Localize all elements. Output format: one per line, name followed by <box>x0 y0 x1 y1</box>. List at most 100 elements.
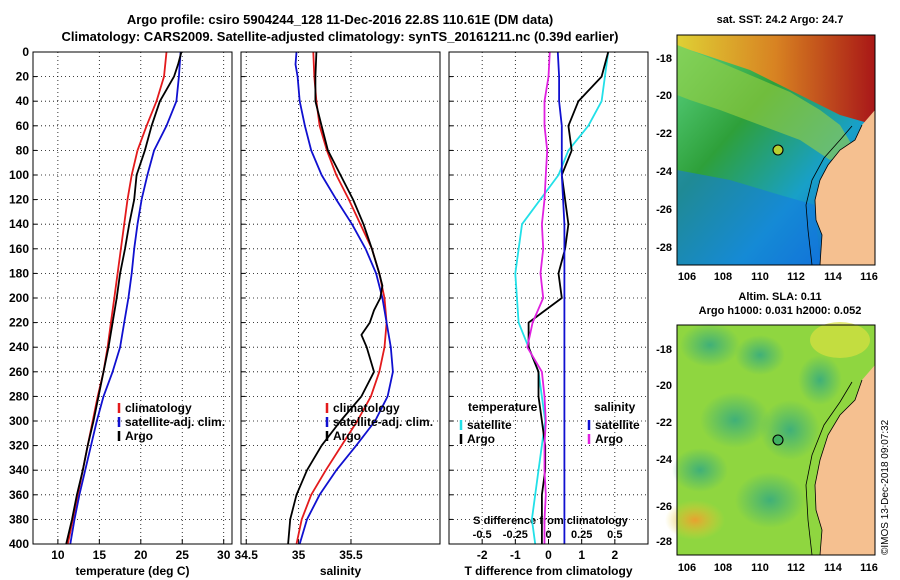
legend-title-salinity: salinity <box>594 400 636 414</box>
y-tick-label: 100 <box>9 168 29 182</box>
y-tick-label: 0 <box>22 45 29 59</box>
y-tick-label: 40 <box>16 94 30 108</box>
x-axis-label: T difference from climatology <box>464 564 632 578</box>
sst-xtick-label: 106 <box>678 271 696 283</box>
legend-label: Argo <box>125 429 153 443</box>
sst-ytick-label: -24 <box>656 166 673 178</box>
y-tick-label: 80 <box>16 143 30 157</box>
y-tick-label: 220 <box>9 316 29 330</box>
sst-ytick-label: -22 <box>656 128 672 140</box>
sst-map-frame <box>676 34 876 266</box>
series-line-blue <box>556 51 566 544</box>
land-mass <box>815 110 875 265</box>
x-tick-label: 0 <box>545 548 552 562</box>
sla-map-title-line2: Argo h1000: 0.031 h2000: 0.052 <box>698 305 862 317</box>
series-line-blue <box>69 51 182 545</box>
plot-frame <box>240 51 441 545</box>
legend-label: climatology <box>125 401 192 415</box>
y-tick-label: 60 <box>16 119 30 133</box>
y-tick-label: 240 <box>9 340 29 354</box>
y-tick-label: 180 <box>9 266 29 280</box>
plot-frame <box>32 51 233 545</box>
sla-map-frame <box>665 322 876 556</box>
y-tick-label: 340 <box>9 463 29 477</box>
x-tick-label: 35.5 <box>339 548 363 562</box>
imos-timestamp: ©IMOS 13-Dec-2018 09:07:32 <box>880 419 891 555</box>
x-axis-label: temperature (deg C) <box>75 564 189 578</box>
x-tick-label: 20 <box>134 548 148 562</box>
y-tick-label: 200 <box>9 291 29 305</box>
legend-label: satellite <box>467 418 512 432</box>
x-tick-label: 34.5 <box>235 548 259 562</box>
y-tick-label: 280 <box>9 389 29 403</box>
sst-ytick-label: -28 <box>656 242 672 254</box>
y-tick-label: 20 <box>16 70 30 84</box>
sla-xtick-label: 114 <box>824 562 843 574</box>
sla-xtick-label: 106 <box>678 562 696 574</box>
x-tick-label: 1 <box>578 548 585 562</box>
profile-charts: 10 15 20 25 30020406080100120140160180200220… <box>9 45 649 578</box>
sst-ytick-label: -26 <box>656 204 672 216</box>
series-line-black <box>287 51 384 545</box>
y-tick-label: 140 <box>9 217 29 231</box>
sla-xtick-label: 116 <box>860 562 878 574</box>
legend-label: satellite <box>595 418 640 432</box>
x-axis-label: salinity <box>320 564 362 578</box>
top-x-tick-label: 0.5 <box>607 529 622 541</box>
sst-map: -18 -20 -22 -24 -26 -28 106 108 110 112 … <box>656 34 878 283</box>
plot-title-line2: Climatology: CARS2009. Satellite-adjuste… <box>61 29 619 44</box>
sla-xtick-label: 112 <box>787 562 805 574</box>
series-line-blue <box>294 51 394 545</box>
x-tick-label: -1 <box>510 548 521 562</box>
y-tick-label: 260 <box>9 365 29 379</box>
y-tick-label: 300 <box>9 414 29 428</box>
sst-xtick-label: 114 <box>824 271 843 283</box>
sla-xtick-label: 108 <box>714 562 732 574</box>
x-tick-label: 10 <box>51 548 65 562</box>
sst-xtick-label: 116 <box>860 271 878 283</box>
x-tick-label: 15 <box>93 548 107 562</box>
sst-ytick-label: -20 <box>656 90 672 102</box>
sla-ytick-label: -26 <box>656 501 672 513</box>
argo-location-marker <box>772 434 784 446</box>
legend-label: satellite-adj. clim. <box>333 415 433 429</box>
x-tick-label: 25 <box>176 548 190 562</box>
legend-label: Argo <box>467 432 495 446</box>
sst-map-title: sat. SST: 24.2 Argo: 24.7 <box>716 14 844 26</box>
land-mass <box>815 365 875 555</box>
x-tick-label: 35 <box>292 548 306 562</box>
sst-xtick-label: 110 <box>751 271 769 283</box>
legend-title-temperature: temperature <box>468 400 538 414</box>
top-x-tick-label: -0.5 <box>473 529 492 541</box>
y-tick-label: 360 <box>9 488 29 502</box>
x-tick-label: 2 <box>611 548 618 562</box>
series-line-cyan <box>514 51 610 545</box>
top-x-tick-label: -0.25 <box>503 529 528 541</box>
sla-map-title-line1: Altim. SLA: 0.11 <box>738 291 822 303</box>
legend-label: Argo <box>595 432 623 446</box>
argo-location-marker <box>772 144 784 156</box>
y-tick-label: 380 <box>9 512 29 526</box>
plot-title-line1: Argo profile: csiro 5904244_128 11-Dec-2… <box>126 12 554 27</box>
sla-ytick-label: -18 <box>656 344 672 356</box>
sst-xtick-label: 108 <box>714 271 732 283</box>
y-tick-label: 400 <box>9 537 29 551</box>
top-x-axis-label: S difference from climatology <box>473 515 629 527</box>
sla-map: -18 -20 -22 -24 -26 -28 106 108 110 112 … <box>656 322 878 574</box>
legend-label: satellite-adj. clim. <box>125 415 225 429</box>
top-x-tick-label: 0.25 <box>571 529 592 541</box>
sst-xtick-label: 112 <box>787 271 805 283</box>
sla-ytick-label: -24 <box>656 454 673 466</box>
sla-xtick-label: 110 <box>751 562 769 574</box>
sla-ytick-label: -20 <box>656 380 672 392</box>
series-line-magenta <box>526 51 551 544</box>
sla-ytick-label: -28 <box>656 536 672 548</box>
y-tick-label: 320 <box>9 439 29 453</box>
plot-frame <box>448 51 649 545</box>
x-tick-label: 30 <box>217 548 231 562</box>
y-tick-label: 160 <box>9 242 29 256</box>
sst-ytick-label: -18 <box>656 53 672 65</box>
legend-label: Argo <box>333 429 361 443</box>
series-line-black <box>65 51 183 545</box>
sla-ytick-label: -22 <box>656 417 672 429</box>
